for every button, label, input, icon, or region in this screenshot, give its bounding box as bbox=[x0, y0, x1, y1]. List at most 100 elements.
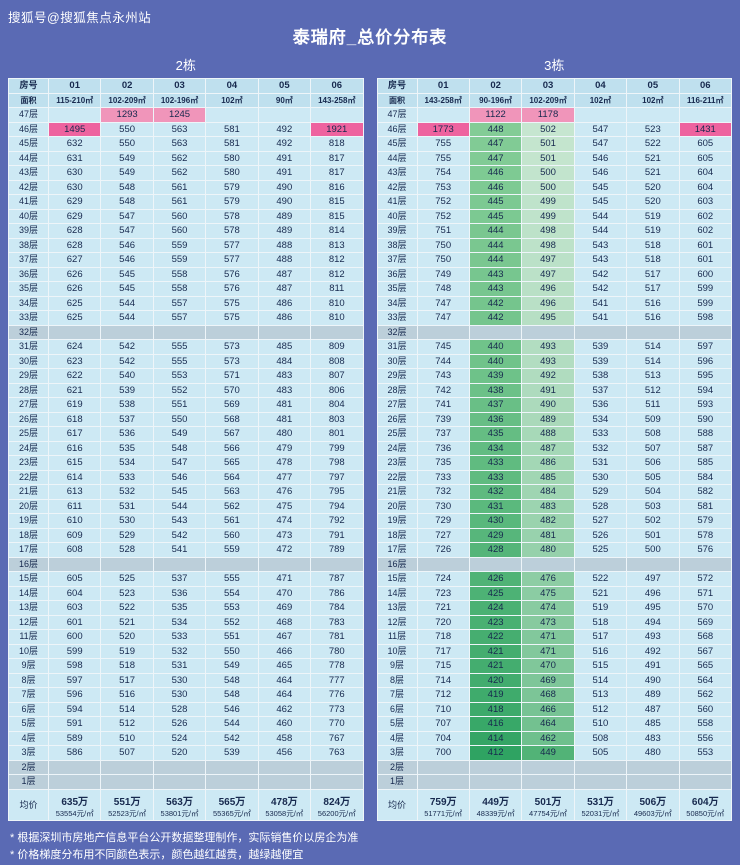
floor-row: 24层 736 434 487 532 507 587 bbox=[376, 440, 733, 456]
floor-label: 6层 bbox=[8, 701, 49, 717]
price-cell: 626 bbox=[47, 281, 102, 297]
price-cell: 810 bbox=[310, 310, 364, 326]
price-cell: 816 bbox=[310, 179, 364, 195]
floor-row: 11层 718 422 471 517 493 568 bbox=[376, 629, 733, 645]
price-cell: 515 bbox=[573, 658, 628, 674]
price-cell: 448 bbox=[468, 121, 523, 137]
floor-row: 20层 730 431 483 528 503 581 bbox=[376, 498, 733, 514]
price-cell: 458 bbox=[257, 730, 312, 746]
price-cell bbox=[310, 107, 364, 123]
price-cell: 521 bbox=[573, 585, 628, 601]
floor-label: 21层 bbox=[376, 484, 418, 500]
price-cell: 570 bbox=[678, 600, 733, 616]
floor-label: 7层 bbox=[8, 687, 49, 703]
floor-label: 22层 bbox=[8, 469, 49, 485]
price-cell: 507 bbox=[100, 745, 154, 761]
price-cell: 597 bbox=[678, 339, 733, 355]
price-cell: 565 bbox=[678, 658, 733, 674]
price-cell: 464 bbox=[257, 672, 312, 688]
price-cell: 770 bbox=[310, 716, 364, 732]
price-cell: 504 bbox=[626, 484, 680, 500]
price-cell: 581 bbox=[205, 121, 259, 137]
floor-row: 42层 753 446 500 545 520 604 bbox=[376, 179, 733, 195]
price-cell: 481 bbox=[257, 411, 312, 427]
price-cell: 747 bbox=[416, 295, 470, 311]
floor-row: 13层 603 522 535 553 469 784 bbox=[8, 600, 364, 616]
floor-row: 38层 628 546 559 577 488 813 bbox=[8, 237, 364, 253]
price-cell: 521 bbox=[626, 150, 680, 166]
price-cell: 492 bbox=[257, 121, 312, 137]
price-cell: 755 bbox=[416, 136, 470, 152]
price-cell: 718 bbox=[416, 629, 470, 645]
price-cell bbox=[205, 774, 259, 790]
price-cell: 442 bbox=[468, 295, 523, 311]
price-cell: 477 bbox=[257, 469, 312, 485]
price-cell: 551 bbox=[152, 397, 207, 413]
price-cell: 447 bbox=[468, 136, 523, 152]
average-cell: 449万 48339元/㎡ bbox=[468, 788, 523, 821]
price-cell: 533 bbox=[152, 629, 207, 645]
floor-label: 23层 bbox=[8, 455, 49, 471]
floor-row: 31层 745 440 493 539 514 597 bbox=[376, 339, 733, 355]
price-cell: 563 bbox=[205, 484, 259, 500]
price-cell: 546 bbox=[573, 165, 628, 181]
floor-row: 32层 bbox=[376, 324, 733, 340]
floor-row: 35层 626 545 558 576 487 811 bbox=[8, 281, 364, 297]
price-cell: 520 bbox=[100, 629, 154, 645]
average-unit-price: 52031元/㎡ bbox=[581, 808, 620, 818]
price-cell: 512 bbox=[100, 716, 154, 732]
average-total: 506万 bbox=[639, 796, 667, 808]
floor-row: 45层 755 447 501 547 522 605 bbox=[376, 136, 733, 152]
price-cell: 524 bbox=[152, 730, 207, 746]
price-cell: 763 bbox=[310, 745, 364, 761]
price-cell: 552 bbox=[152, 382, 207, 398]
price-cell: 813 bbox=[310, 237, 364, 253]
price-cell: 521 bbox=[100, 614, 154, 630]
price-cell: 508 bbox=[626, 426, 680, 442]
price-cell: 493 bbox=[521, 353, 575, 369]
price-cell bbox=[678, 556, 733, 572]
price-cell: 584 bbox=[678, 469, 733, 485]
price-cell: 589 bbox=[47, 730, 102, 746]
floor-row: 29层 622 540 553 571 483 807 bbox=[8, 368, 364, 384]
price-cell: 486 bbox=[257, 310, 312, 326]
price-cell: 567 bbox=[205, 426, 259, 442]
average-total: 531万 bbox=[587, 796, 614, 808]
floor-label: 13层 bbox=[8, 600, 49, 616]
floor-label: 30层 bbox=[376, 353, 418, 369]
price-cell: 575 bbox=[205, 295, 259, 311]
price-cell bbox=[468, 556, 523, 572]
price-cell: 549 bbox=[205, 658, 259, 674]
price-cell: 599 bbox=[47, 643, 102, 659]
price-cell bbox=[521, 759, 575, 775]
price-cell: 593 bbox=[678, 397, 733, 413]
floor-label: 38层 bbox=[376, 237, 418, 253]
price-cell: 580 bbox=[205, 150, 259, 166]
price-cell: 587 bbox=[678, 440, 733, 456]
price-cell: 502 bbox=[626, 513, 680, 529]
price-cell: 490 bbox=[521, 397, 575, 413]
floor-row: 34层 747 442 496 541 516 599 bbox=[376, 295, 733, 311]
price-cell: 560 bbox=[152, 208, 207, 224]
price-cell: 530 bbox=[152, 672, 207, 688]
price-cell: 520 bbox=[626, 179, 680, 195]
price-cell: 534 bbox=[100, 455, 154, 471]
price-cell: 526 bbox=[573, 527, 628, 543]
price-cell: 817 bbox=[310, 150, 364, 166]
floor-row: 22层 733 433 485 530 505 584 bbox=[376, 469, 733, 485]
floor-label: 37层 bbox=[376, 252, 418, 268]
area-cell: 90㎡ bbox=[257, 92, 312, 108]
footnote: * 价格梯度分布用不同颜色表示，颜色越红越贵，越绿越便宜 bbox=[10, 849, 304, 862]
price-cell: 1245 bbox=[152, 107, 207, 123]
floor-label: 9层 bbox=[376, 658, 418, 674]
price-cell: 487 bbox=[257, 266, 312, 282]
floor-label: 8层 bbox=[376, 672, 418, 688]
price-cell: 517 bbox=[626, 281, 680, 297]
price-cell: 547 bbox=[573, 121, 628, 137]
price-cell: 440 bbox=[468, 339, 523, 355]
price-cell: 548 bbox=[100, 179, 154, 195]
floor-row: 36层 749 443 497 542 517 600 bbox=[376, 266, 733, 282]
price-cell: 522 bbox=[573, 571, 628, 587]
price-cell: 544 bbox=[573, 223, 628, 239]
